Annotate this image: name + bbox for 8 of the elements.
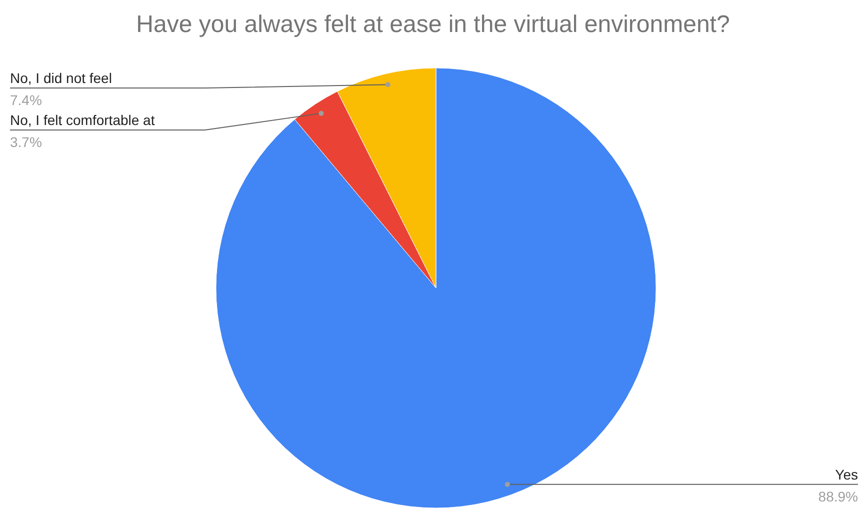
data-label: 7.4% [10,92,42,108]
slice-label: No, I felt comfortable at [10,112,155,128]
data-label: 88.9% [818,488,858,504]
slice-label: Yes [835,466,858,482]
data-label: 3.7% [10,134,42,150]
chart-title: Have you always felt at ease in the virtual environment? [136,11,730,38]
pie-slice [216,68,656,508]
slice-label: No, I did not feel [10,70,112,86]
